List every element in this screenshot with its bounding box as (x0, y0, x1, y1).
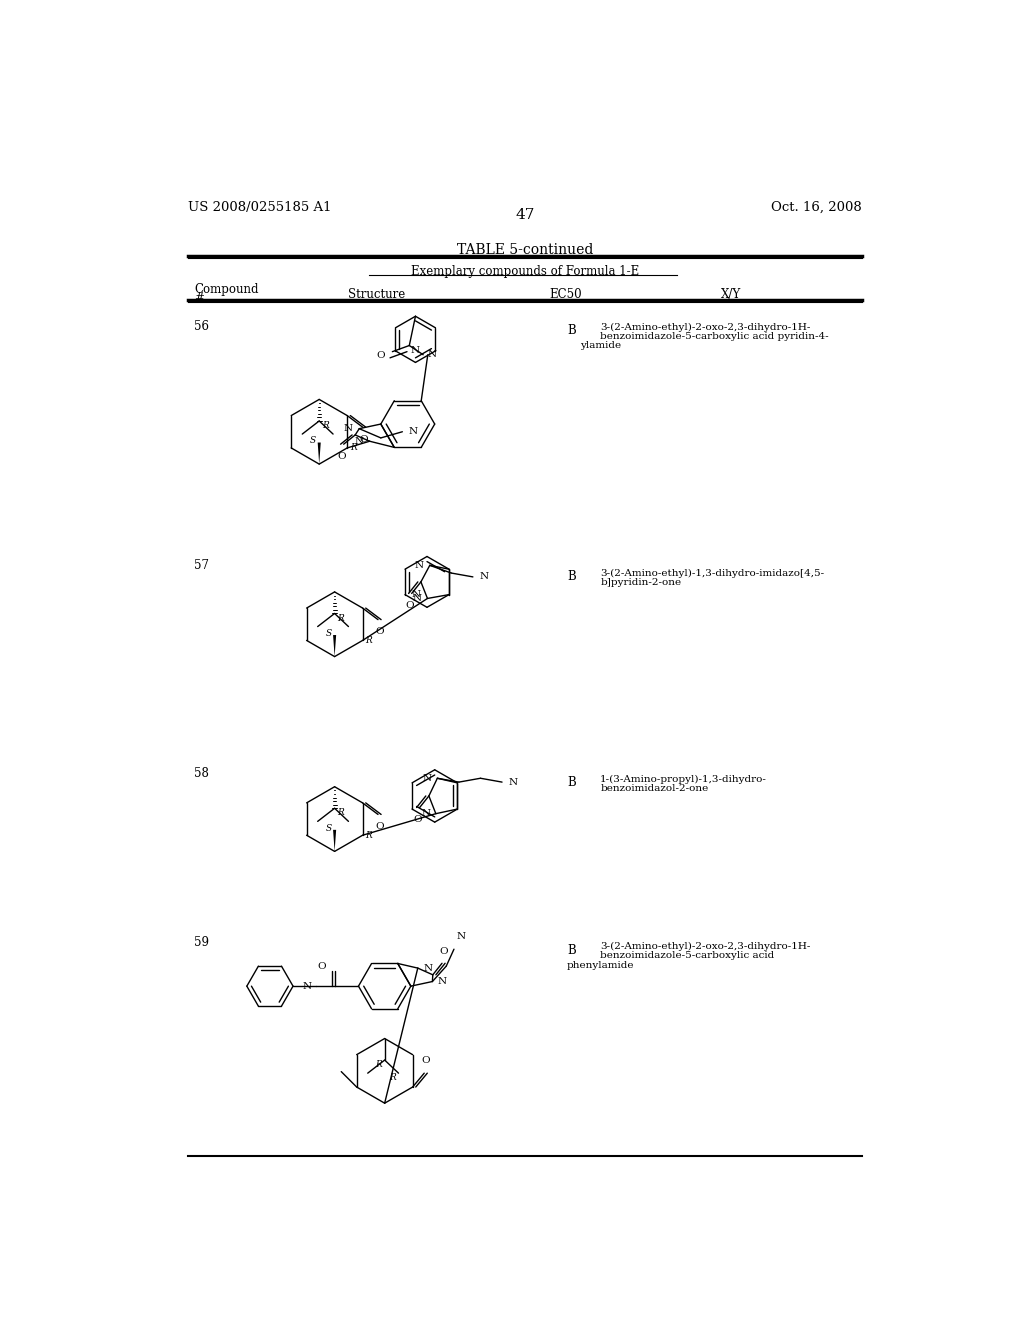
Text: 59: 59 (195, 936, 210, 949)
Text: benzoimidazole-5-carboxylic acid pyridin-4-: benzoimidazole-5-carboxylic acid pyridin… (600, 331, 828, 341)
Text: 47: 47 (515, 209, 535, 223)
Text: EC50: EC50 (549, 288, 582, 301)
Text: O: O (375, 822, 384, 832)
Text: TABLE 5-continued: TABLE 5-continued (457, 243, 593, 257)
Text: B: B (567, 944, 575, 957)
Text: N: N (457, 932, 465, 941)
Text: Oct. 16, 2008: Oct. 16, 2008 (771, 201, 862, 214)
Polygon shape (317, 442, 321, 465)
Text: b]pyridin-2-one: b]pyridin-2-one (600, 578, 681, 587)
Text: N: N (415, 561, 424, 570)
Text: Structure: Structure (348, 288, 406, 301)
Text: N: N (423, 964, 432, 973)
Text: N: N (421, 809, 430, 818)
Text: O: O (376, 351, 385, 360)
Polygon shape (333, 830, 336, 851)
Text: O: O (317, 962, 326, 972)
Text: benzoimidazol-2-one: benzoimidazol-2-one (600, 784, 709, 792)
Text: R: R (375, 1060, 382, 1069)
Text: R: R (322, 421, 329, 430)
Text: N: N (411, 346, 420, 355)
Text: O: O (359, 434, 369, 444)
Text: N: N (412, 590, 420, 599)
Text: R: R (366, 830, 372, 840)
Text: R: R (337, 808, 344, 817)
Text: 56: 56 (195, 321, 210, 333)
Text: R: R (389, 1073, 395, 1081)
Text: N: N (302, 982, 311, 990)
Text: 58: 58 (195, 767, 209, 780)
Text: Compound: Compound (195, 284, 259, 296)
Text: B: B (567, 570, 575, 583)
Text: #: # (195, 292, 205, 305)
Text: N: N (479, 573, 488, 581)
Text: N: N (354, 437, 364, 446)
Text: S: S (310, 437, 316, 445)
Text: S: S (326, 630, 332, 638)
Text: X/Y: X/Y (721, 288, 741, 301)
Text: N: N (438, 977, 446, 986)
Text: phenylamide: phenylamide (566, 961, 634, 970)
Text: 3-(2-Amino-ethyl)-2-oxo-2,3-dihydro-1H-: 3-(2-Amino-ethyl)-2-oxo-2,3-dihydro-1H- (600, 322, 811, 331)
Text: N: N (423, 774, 432, 783)
Text: 3-(2-Amino-ethyl)-1,3-dihydro-imidazo[4,5-: 3-(2-Amino-ethyl)-1,3-dihydro-imidazo[4,… (600, 569, 824, 578)
Text: S: S (326, 824, 332, 833)
Text: 57: 57 (195, 558, 210, 572)
Text: O: O (422, 1056, 430, 1065)
Text: R: R (337, 614, 344, 623)
Text: O: O (414, 816, 423, 824)
Text: ylamide: ylamide (580, 341, 621, 350)
Text: N: N (508, 777, 517, 787)
Text: O: O (375, 627, 384, 636)
Text: O: O (338, 451, 346, 461)
Text: N: N (428, 350, 437, 359)
Text: B: B (567, 323, 575, 337)
Text: O: O (439, 946, 447, 956)
Text: 1-(3-Amino-propyl)-1,3-dihydro-: 1-(3-Amino-propyl)-1,3-dihydro- (600, 775, 767, 784)
Polygon shape (333, 635, 336, 656)
Text: N: N (344, 424, 353, 433)
Text: O: O (406, 601, 415, 610)
Text: R: R (366, 636, 372, 645)
Text: R: R (350, 444, 356, 453)
Text: benzoimidazole-5-carboxylic acid: benzoimidazole-5-carboxylic acid (600, 952, 774, 961)
Text: 3-(2-Amino-ethyl)-2-oxo-2,3-dihydro-1H-: 3-(2-Amino-ethyl)-2-oxo-2,3-dihydro-1H- (600, 942, 811, 952)
Text: US 2008/0255185 A1: US 2008/0255185 A1 (188, 201, 332, 214)
Text: N: N (413, 594, 421, 603)
Text: N: N (409, 428, 418, 436)
Text: Exemplary compounds of Formula 1-E: Exemplary compounds of Formula 1-E (411, 264, 639, 277)
Text: B: B (567, 776, 575, 789)
